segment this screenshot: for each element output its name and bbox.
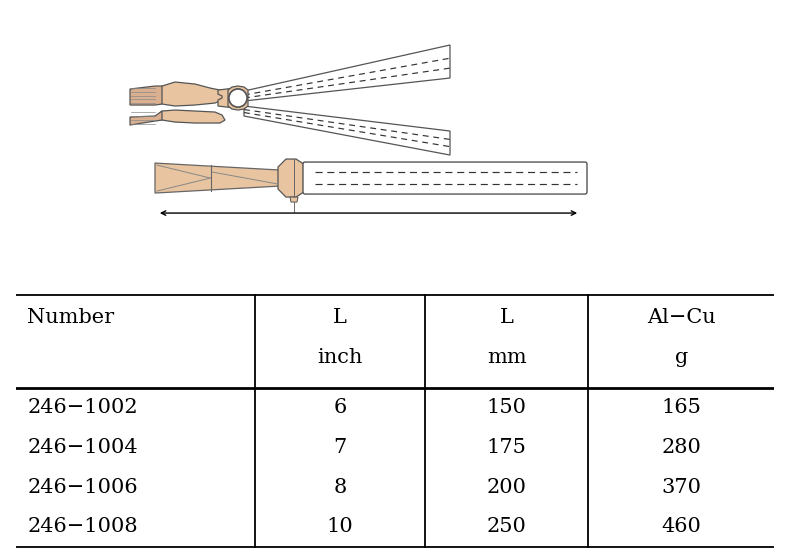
Text: 246−1006: 246−1006 — [27, 477, 137, 497]
Polygon shape — [155, 82, 225, 106]
Text: 246−1004: 246−1004 — [27, 438, 137, 457]
Text: 8: 8 — [333, 477, 347, 497]
Text: 460: 460 — [661, 517, 702, 537]
Text: 200: 200 — [487, 477, 527, 497]
Polygon shape — [228, 86, 248, 110]
Polygon shape — [155, 163, 280, 193]
Text: 7: 7 — [333, 438, 347, 457]
Text: 175: 175 — [487, 438, 527, 457]
Text: inch: inch — [318, 348, 363, 367]
Text: 165: 165 — [661, 398, 702, 417]
Polygon shape — [130, 111, 162, 125]
Text: 150: 150 — [487, 398, 527, 417]
Text: 10: 10 — [326, 517, 353, 537]
Circle shape — [229, 89, 247, 107]
Text: 246−1002: 246−1002 — [27, 398, 137, 417]
Circle shape — [229, 89, 247, 107]
Text: 246−1008: 246−1008 — [27, 517, 137, 537]
Polygon shape — [155, 110, 225, 123]
Text: L: L — [333, 308, 347, 327]
Polygon shape — [244, 45, 450, 101]
Text: 6: 6 — [333, 398, 347, 417]
Text: 370: 370 — [661, 477, 702, 497]
Text: mm: mm — [487, 348, 527, 367]
Polygon shape — [218, 88, 245, 108]
Text: g: g — [675, 348, 688, 367]
Polygon shape — [290, 197, 298, 202]
Polygon shape — [130, 86, 162, 105]
Polygon shape — [278, 159, 310, 197]
Polygon shape — [244, 106, 450, 155]
Text: L: L — [500, 308, 514, 327]
Text: 280: 280 — [661, 438, 702, 457]
Text: 250: 250 — [487, 517, 527, 537]
FancyBboxPatch shape — [303, 162, 587, 194]
Text: Al−Cu: Al−Cu — [647, 308, 716, 327]
Text: Number: Number — [27, 308, 115, 327]
